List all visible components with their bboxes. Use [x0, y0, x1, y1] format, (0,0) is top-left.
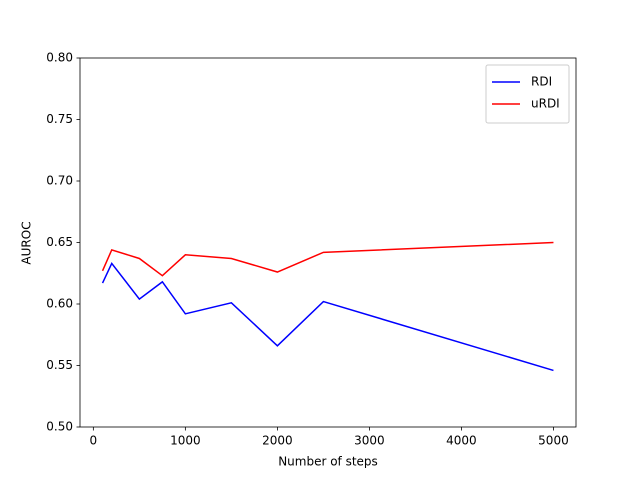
y-tick-label: 0.70	[46, 174, 73, 188]
series-line	[101, 241, 554, 277]
y-axis-label: AUROC	[20, 221, 34, 264]
x-tick-label: 1000	[170, 434, 201, 448]
series-line	[101, 261, 554, 372]
x-tick-label: 2000	[262, 434, 293, 448]
y-tick-label: 0.55	[46, 358, 73, 372]
legend-label: uRDI	[531, 97, 560, 111]
y-tick-label: 0.80	[46, 51, 73, 65]
legend-box	[485, 64, 570, 124]
y-tick-label: 0.60	[46, 297, 73, 311]
y-tick-label: 0.50	[46, 420, 73, 434]
x-tick-label: 5000	[538, 434, 569, 448]
plot-frame	[79, 57, 577, 428]
y-tick-label: 0.65	[46, 235, 73, 249]
x-tick-label: 0	[90, 434, 98, 448]
x-tick-label: 4000	[446, 434, 477, 448]
x-tick-label: 3000	[354, 434, 385, 448]
y-tick-label: 0.75	[46, 112, 73, 126]
x-axis-label: Number of steps	[278, 455, 378, 469]
legend-label: RDI	[531, 75, 552, 89]
